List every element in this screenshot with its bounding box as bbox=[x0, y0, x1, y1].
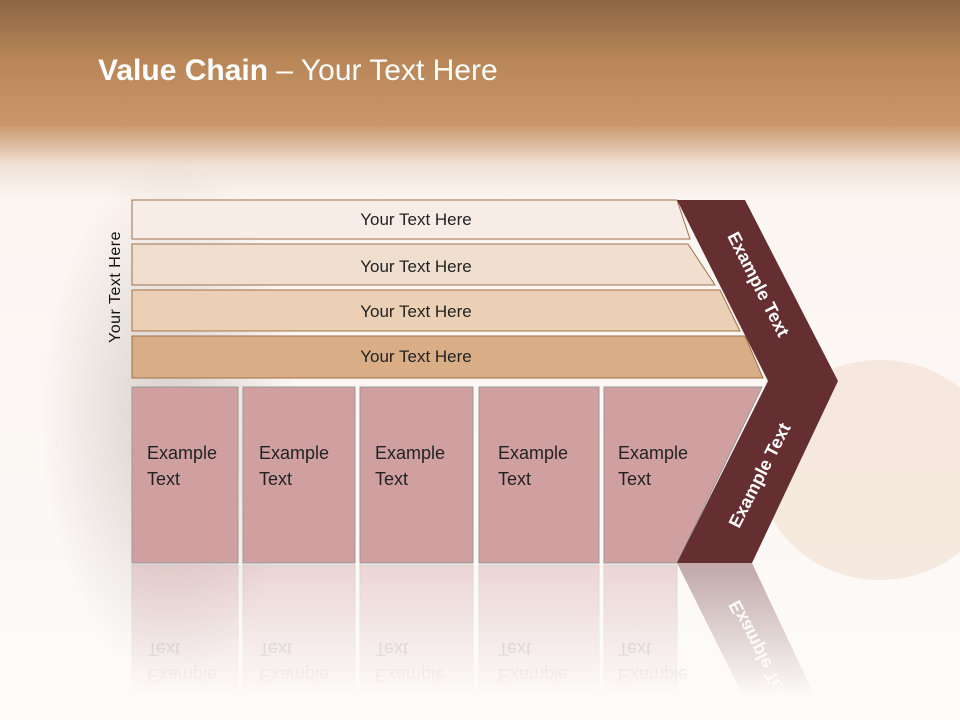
column-4-line2: Text bbox=[498, 469, 531, 489]
reflection: Example Text Example Text Example Text E… bbox=[131, 563, 826, 720]
bar-1[interactable]: Your Text Here bbox=[131, 199, 691, 240]
bar-4-label: Your Text Here bbox=[360, 347, 472, 366]
reflection-text: Text bbox=[618, 639, 651, 659]
column-1-line1: Example bbox=[147, 443, 217, 463]
column-2[interactable]: Example Text bbox=[242, 386, 356, 564]
column-3-line2: Text bbox=[375, 469, 408, 489]
reflection-column-2 bbox=[242, 564, 356, 720]
column-5-line2: Text bbox=[618, 469, 651, 489]
reflection-text: Text bbox=[147, 639, 180, 659]
reflection-text: Text bbox=[498, 639, 531, 659]
reflection-text: Text bbox=[375, 639, 408, 659]
reflection-text: Example bbox=[375, 665, 445, 685]
reflection-text: Example bbox=[147, 665, 217, 685]
bar-3-label: Your Text Here bbox=[360, 302, 472, 321]
title-bold: Value Chain bbox=[98, 54, 269, 87]
reflection-chevron bbox=[677, 563, 826, 720]
reflection-column-3 bbox=[359, 564, 474, 720]
reflection-text: Example bbox=[618, 665, 688, 685]
reflection-text: Example bbox=[259, 665, 329, 685]
bar-2[interactable]: Your Text Here bbox=[131, 243, 716, 286]
column-2-line1: Example bbox=[259, 443, 329, 463]
reflection-column-1 bbox=[131, 564, 239, 720]
column-1-line2: Text bbox=[147, 469, 180, 489]
reflection-column-5 bbox=[603, 564, 678, 720]
title-rest: – Your Text Here bbox=[268, 54, 498, 87]
bar-3[interactable]: Your Text Here bbox=[131, 289, 741, 332]
column-1[interactable]: Example Text bbox=[131, 386, 239, 564]
column-2-line2: Text bbox=[259, 469, 292, 489]
column-4-line1: Example bbox=[498, 443, 568, 463]
reflection-text: Example bbox=[498, 665, 568, 685]
side-label: Your Text Here bbox=[107, 231, 124, 343]
slide-title: Value Chain – Your Text Here bbox=[98, 54, 498, 88]
bar-2-label: Your Text Here bbox=[360, 257, 472, 276]
bar-4[interactable]: Your Text Here bbox=[131, 335, 764, 379]
column-3-line1: Example bbox=[375, 443, 445, 463]
column-5-line1: Example bbox=[618, 443, 688, 463]
column-3[interactable]: Example Text bbox=[359, 386, 474, 564]
reflection-column-4 bbox=[478, 564, 600, 720]
reflection-text: Text bbox=[259, 639, 292, 659]
column-4[interactable]: Example Text bbox=[478, 386, 600, 564]
bar-1-label: Your Text Here bbox=[360, 210, 472, 229]
